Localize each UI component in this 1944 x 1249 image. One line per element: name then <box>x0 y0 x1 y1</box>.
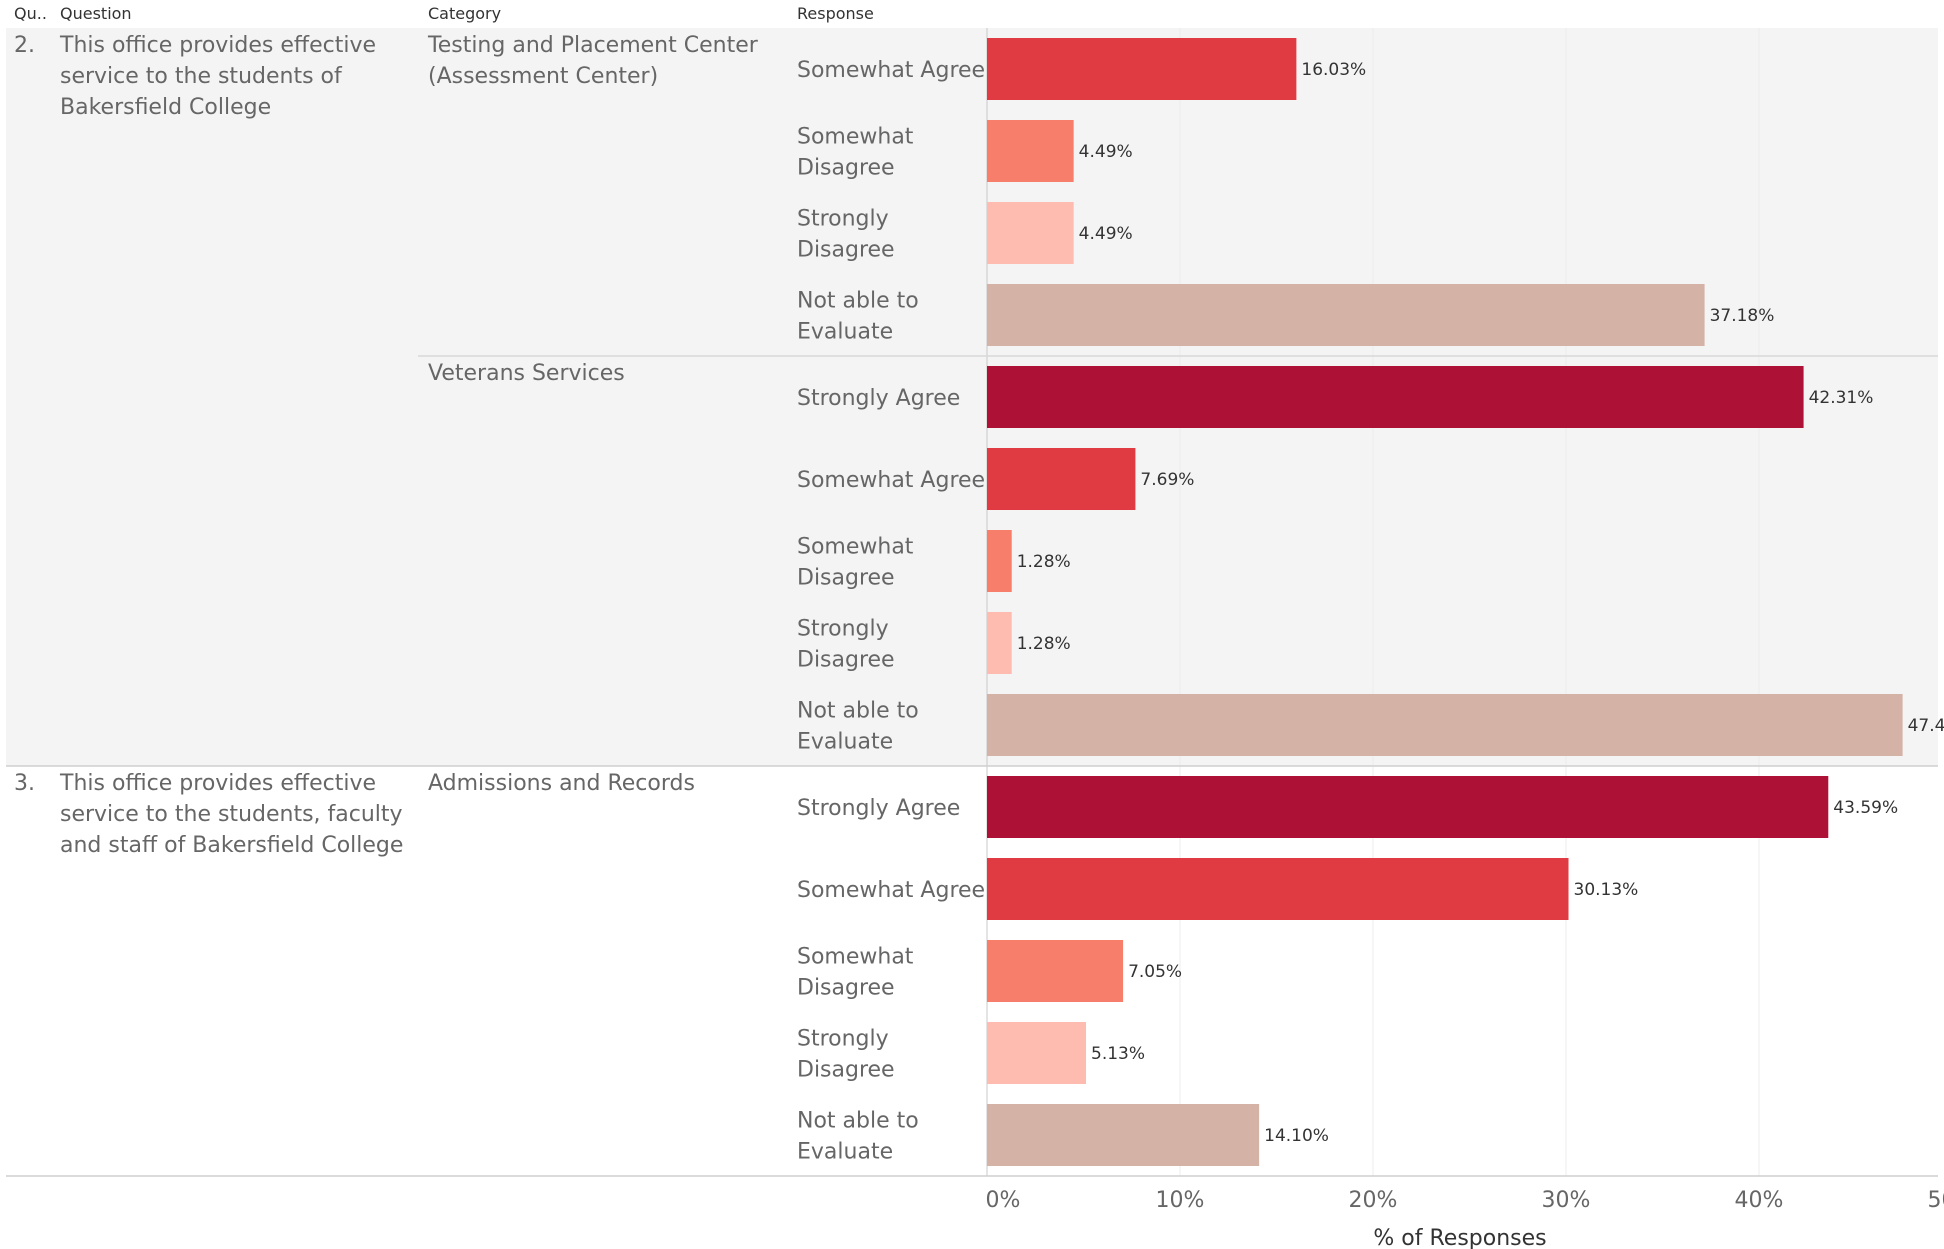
data-label: 43.59% <box>1833 798 1898 818</box>
bar <box>987 202 1074 264</box>
bar <box>987 366 1804 428</box>
category-label: Veterans Services <box>428 361 625 386</box>
x-tick-label: 30% <box>1542 1188 1591 1213</box>
x-axis-label: % of Responses <box>1373 1226 1546 1249</box>
response-label: Not able to <box>797 1108 919 1133</box>
x-tick-label: 10% <box>1156 1188 1205 1213</box>
question-text: service to the students of <box>60 64 343 89</box>
question-number: 2. <box>14 33 35 58</box>
bar <box>987 120 1074 182</box>
category-label: Admissions and Records <box>428 771 695 796</box>
header-response: Response <box>797 4 874 23</box>
bar <box>987 940 1124 1002</box>
header-question: Question <box>60 4 132 23</box>
question-text: Bakersfield College <box>60 95 271 120</box>
bar <box>987 1104 1260 1166</box>
data-label: 7.69% <box>1140 470 1194 490</box>
x-tick-label: 50% <box>1928 1188 1944 1213</box>
bar <box>987 694 1903 756</box>
response-label: Somewhat Agree <box>797 58 985 83</box>
response-label: Disagree <box>797 647 895 672</box>
data-label: 42.31% <box>1809 388 1874 408</box>
question-text: This office provides effective <box>59 33 376 58</box>
response-label: Not able to <box>797 288 919 313</box>
data-label: 4.49% <box>1079 224 1133 244</box>
response-label: Disagree <box>797 155 895 180</box>
response-label: Somewhat Agree <box>797 878 985 903</box>
response-label: Somewhat <box>797 124 914 149</box>
question-text: This office provides effective <box>59 771 376 796</box>
header-category: Category <box>428 4 501 23</box>
response-label: Not able to <box>797 698 919 723</box>
data-label: 37.18% <box>1710 306 1775 326</box>
data-label: 30.13% <box>1574 880 1639 900</box>
bar <box>987 858 1569 920</box>
data-label: 1.28% <box>1017 634 1071 654</box>
x-axis: 0%10%20%30%40%50%60%70%80%90%100% <box>986 1188 1944 1213</box>
data-label: 4.49% <box>1079 142 1133 162</box>
data-label: 5.13% <box>1091 1044 1145 1064</box>
x-tick-label: 40% <box>1735 1188 1784 1213</box>
x-tick-label: 20% <box>1349 1188 1398 1213</box>
response-label: Disagree <box>797 237 895 262</box>
question-number: 3. <box>14 771 35 796</box>
bar <box>987 448 1136 510</box>
x-tick-label: 0% <box>986 1188 1021 1213</box>
data-label: 14.10% <box>1264 1126 1329 1146</box>
question-text: service to the students, faculty <box>60 802 403 827</box>
response-label: Strongly Agree <box>797 386 960 411</box>
data-label: 47.44% <box>1908 716 1944 736</box>
bar <box>987 38 1297 100</box>
response-label: Disagree <box>797 1057 895 1082</box>
response-label: Disagree <box>797 975 895 1000</box>
bar <box>987 776 1829 838</box>
question-text: and staff of Bakersfield College <box>60 833 403 858</box>
data-label: 1.28% <box>1017 552 1071 572</box>
bar <box>987 284 1705 346</box>
category-label: (Assessment Center) <box>428 64 658 89</box>
bar <box>987 530 1012 592</box>
data-label: 7.05% <box>1128 962 1182 982</box>
response-label: Evaluate <box>797 1139 893 1164</box>
bar <box>987 1022 1087 1084</box>
data-labels: 16.03% 4.49% 4.49% 37.18% 42.31% 7.69% 1.28% 1.… <box>1017 60 1944 1146</box>
response-label: Somewhat <box>797 944 914 969</box>
response-label: Somewhat Agree <box>797 468 985 493</box>
response-label: Evaluate <box>797 729 893 754</box>
bar <box>987 612 1012 674</box>
row-labels: 2. This office provides effective service … <box>14 33 985 1164</box>
data-label: 16.03% <box>1301 60 1366 80</box>
response-label: Strongly Agree <box>797 796 960 821</box>
response-label: Strongly <box>797 206 889 231</box>
column-header-row: Qu.. Question Category Response <box>14 4 874 23</box>
bars <box>987 38 1903 1166</box>
response-label: Somewhat <box>797 534 914 559</box>
response-label: Disagree <box>797 565 895 590</box>
header-qnum: Qu.. <box>14 4 47 23</box>
response-label: Evaluate <box>797 319 893 344</box>
grid-lines <box>6 28 1938 1177</box>
category-label: Testing and Placement Center <box>427 33 759 58</box>
response-label: Strongly <box>797 616 889 641</box>
response-label: Strongly <box>797 1026 889 1051</box>
